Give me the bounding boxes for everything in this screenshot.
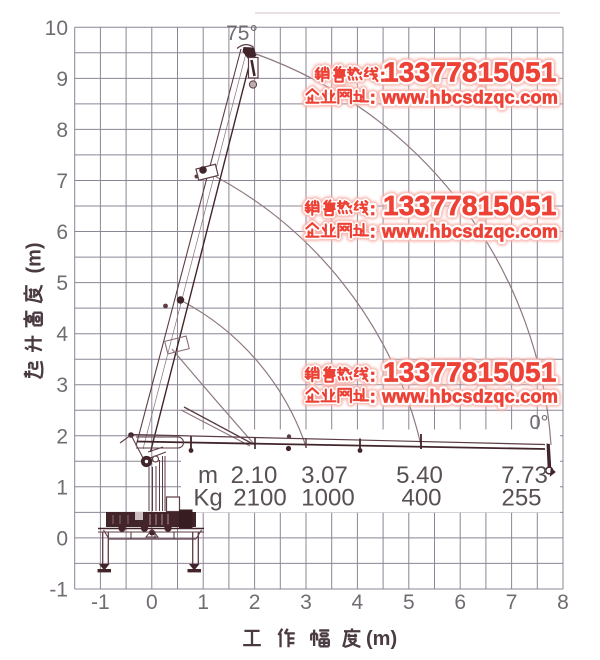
svg-text:3: 3	[56, 374, 68, 397]
svg-text:13377815051: 13377815051	[383, 357, 557, 388]
svg-text:13377815051: 13377815051	[383, 57, 557, 88]
svg-text::: :	[370, 387, 376, 407]
svg-text:3.07: 3.07	[301, 462, 348, 489]
svg-text:75°: 75°	[226, 22, 258, 45]
svg-text:www.hbcsdzqc.com: www.hbcsdzqc.com	[381, 387, 558, 407]
svg-text:m: m	[198, 462, 218, 489]
svg-text:10: 10	[45, 17, 68, 40]
svg-text::: :	[380, 66, 386, 86]
svg-text:www.hbcsdzqc.com: www.hbcsdzqc.com	[381, 88, 558, 108]
svg-text:www.hbcsdzqc.com: www.hbcsdzqc.com	[381, 222, 558, 242]
svg-text:7: 7	[56, 170, 68, 193]
svg-text:1: 1	[197, 591, 209, 614]
svg-text:3: 3	[300, 591, 312, 614]
svg-text:(m): (m)	[366, 628, 397, 650]
svg-text:www.hbcsdzqc.com: www.hbcsdzqc.com	[381, 88, 558, 108]
svg-text::: :	[370, 222, 376, 242]
svg-text:2: 2	[249, 591, 261, 614]
svg-text:255: 255	[501, 485, 541, 512]
svg-text:5.40: 5.40	[396, 462, 443, 489]
svg-text:8: 8	[557, 591, 569, 614]
svg-text::: :	[370, 199, 376, 219]
svg-text:13377815051: 13377815051	[383, 57, 557, 88]
svg-text:2100: 2100	[233, 485, 286, 512]
svg-text:www.hbcsdzqc.com: www.hbcsdzqc.com	[381, 88, 558, 108]
svg-text:-1: -1	[91, 591, 110, 614]
svg-text:9: 9	[56, 68, 68, 91]
svg-text:13377815051: 13377815051	[383, 357, 557, 388]
svg-text:5: 5	[56, 272, 68, 295]
svg-text::: :	[370, 387, 376, 407]
svg-text:13377815051: 13377815051	[383, 57, 557, 88]
svg-text::: :	[370, 366, 376, 386]
svg-text:7.73: 7.73	[501, 462, 548, 489]
svg-text:13377815051: 13377815051	[383, 190, 557, 221]
svg-text:7: 7	[506, 591, 518, 614]
svg-text:www.hbcsdzqc.com: www.hbcsdzqc.com	[381, 222, 558, 242]
svg-text::: :	[370, 88, 376, 108]
svg-text:-1: -1	[49, 579, 68, 602]
svg-text:4: 4	[352, 591, 364, 614]
svg-text::: :	[370, 222, 376, 242]
svg-text::: :	[370, 88, 376, 108]
svg-text:www.hbcsdzqc.com: www.hbcsdzqc.com	[381, 222, 558, 242]
svg-text:0: 0	[56, 527, 68, 550]
svg-text:13377815051: 13377815051	[383, 190, 557, 221]
svg-text:www.hbcsdzqc.com: www.hbcsdzqc.com	[381, 387, 558, 407]
svg-text:13377815051: 13377815051	[383, 190, 557, 221]
svg-text::: :	[370, 366, 376, 386]
svg-text:1000: 1000	[301, 485, 354, 512]
svg-text:1: 1	[56, 476, 68, 499]
svg-text:4: 4	[56, 323, 68, 346]
svg-text:0°: 0°	[529, 412, 548, 434]
svg-text:2: 2	[56, 425, 68, 448]
svg-text:www.hbcsdzqc.com: www.hbcsdzqc.com	[381, 387, 558, 407]
svg-text::: :	[380, 66, 386, 86]
svg-text:(m): (m)	[24, 242, 46, 273]
svg-text:400: 400	[401, 485, 441, 512]
svg-text:6: 6	[56, 221, 68, 244]
svg-text:5: 5	[403, 591, 415, 614]
svg-text:Kg: Kg	[193, 485, 222, 512]
svg-text:6: 6	[454, 591, 466, 614]
svg-text:13377815051: 13377815051	[383, 357, 557, 388]
svg-text:8: 8	[56, 119, 68, 142]
svg-text:0: 0	[146, 591, 158, 614]
svg-text:2.10: 2.10	[231, 462, 278, 489]
svg-text::: :	[370, 199, 376, 219]
